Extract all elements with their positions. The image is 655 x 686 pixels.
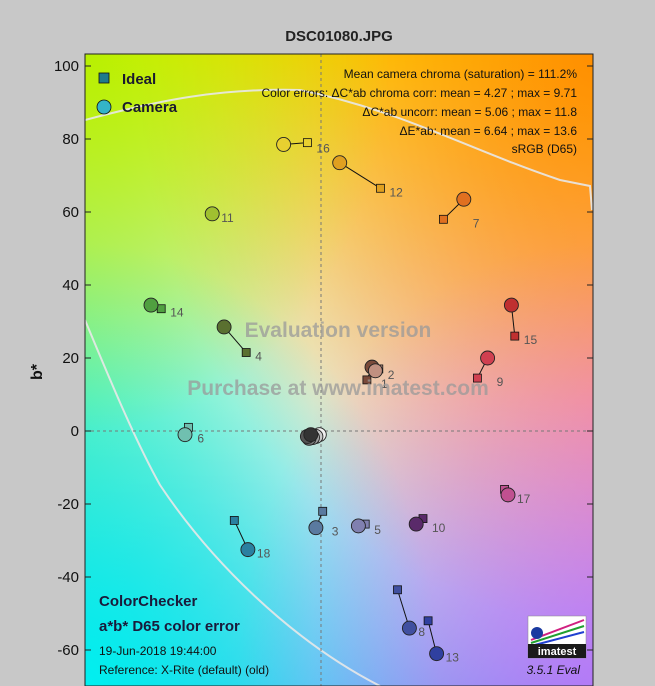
ideal-marker-16: [302, 138, 312, 148]
camera-marker-14: [143, 297, 159, 313]
camera-marker-6: [177, 427, 193, 443]
ideal-marker-13: [423, 616, 433, 626]
camera-marker-n6: [303, 427, 319, 443]
ideal-marker-4: [241, 348, 251, 357]
chart-title: DSC01080.JPG: [285, 28, 393, 45]
watermark-line-1: Evaluation version: [245, 319, 432, 342]
y-tick-label: 40: [62, 277, 79, 294]
patch-label-18: 18: [257, 547, 271, 561]
camera-marker-4: [216, 319, 232, 335]
patch-label-2: 2: [388, 368, 395, 382]
footer-reference: Reference: X-Rite (default) (old): [99, 663, 269, 677]
error-annotations: Mean camera chroma (saturation) = 111.2%…: [262, 67, 578, 156]
watermark-line-2: Purchase at www.imatest.com: [187, 377, 489, 400]
y-tick-label: 80: [62, 131, 79, 148]
imatest-logo: imatest: [527, 615, 587, 659]
camera-marker-15: [503, 297, 519, 313]
zero-gridlines: [85, 54, 593, 686]
y-tick-label: 60: [62, 204, 79, 221]
patch-label-4: 4: [255, 350, 262, 364]
camera-marker-10: [408, 516, 424, 532]
camera-marker-12: [332, 155, 348, 171]
patch-label-1: 1: [381, 377, 388, 391]
ideal-marker-18: [229, 516, 239, 525]
patch-label-15: 15: [524, 333, 538, 347]
ideal-marker-15: [510, 331, 520, 341]
camera-marker-11: [204, 206, 220, 222]
y-axis: 100 80 60 40 20 0 -20 -40 -60: [54, 58, 593, 659]
patch-label-6: 6: [197, 432, 204, 446]
annotation-delta-e: ΔE*ab: mean = 6.64 ; max = 13.6: [400, 124, 578, 138]
patch-label-14: 14: [170, 306, 184, 320]
camera-marker-16: [276, 137, 292, 152]
camera-marker-5: [350, 518, 366, 534]
annotation-uncorr: ΔC*ab uncorr: mean = 5.06 ; max = 11.8: [362, 105, 577, 119]
annotation-chroma: Mean camera chroma (saturation) = 111.2%: [344, 67, 578, 81]
legend-camera-label: Camera: [122, 99, 178, 116]
patch-label-10: 10: [432, 521, 446, 535]
footer-version: 3.5.1 Eval: [527, 663, 581, 677]
y-tick-label: -60: [57, 642, 79, 659]
y-tick-label: 100: [54, 58, 79, 75]
camera-marker-2: [367, 363, 383, 379]
footer-date: 19-Jun-2018 19:44:00: [99, 644, 217, 658]
footer-subtitle: a*b* D65 color error: [99, 618, 240, 635]
logo-text: imatest: [538, 646, 577, 658]
patch-label-3: 3: [332, 525, 339, 539]
patch-label-8: 8: [418, 625, 425, 639]
patch-label-11: 11: [221, 211, 234, 225]
patch-label-5: 5: [374, 523, 381, 537]
legend: Ideal Camera: [96, 71, 178, 116]
plot-frame: [84, 53, 594, 686]
y-tick-label: -20: [57, 496, 79, 513]
ideal-marker-1: [362, 375, 372, 385]
patch-label-9: 9: [497, 375, 504, 389]
camera-marker-7: [456, 191, 472, 207]
legend-camera-marker: [96, 99, 112, 115]
camera-marker-13: [429, 646, 445, 662]
ideal-marker-7: [438, 214, 448, 224]
patch-label-17: 17: [517, 492, 531, 506]
annotation-colorspace: sRGB (D65): [512, 142, 577, 156]
ideal-marker-9: [472, 373, 482, 383]
ideal-marker-3: [318, 506, 328, 516]
ideal-marker-12: [376, 183, 385, 193]
legend-ideal-label: Ideal: [122, 71, 156, 88]
srgb-gamut-boundary: [85, 88, 593, 686]
y-tick-label: 0: [71, 423, 79, 440]
footer-name: ColorChecker: [99, 593, 198, 610]
chart-footer: ColorChecker a*b* D65 color error 19-Jun…: [99, 593, 580, 677]
camera-marker-17: [500, 487, 516, 503]
annotation-chroma-corr: Color errors: ΔC*ab chroma corr: mean = …: [262, 86, 578, 100]
legend-ideal-marker: [98, 72, 110, 84]
patch-label-16: 16: [316, 141, 330, 155]
watermark: Evaluation version Purchase at www.imate…: [187, 319, 489, 400]
y-axis-label: b*: [29, 363, 46, 380]
y-tick-label: -40: [57, 569, 79, 586]
ideal-marker-8: [393, 585, 402, 595]
camera-marker-3: [308, 520, 324, 536]
camera-marker-18: [240, 542, 256, 558]
camera-marker-9: [480, 350, 496, 366]
error-line-12: [339, 162, 381, 189]
y-tick-label: 20: [62, 350, 79, 367]
patch-label-12: 12: [390, 185, 404, 199]
patch-label-13: 13: [446, 651, 460, 665]
patch-label-7: 7: [473, 216, 480, 230]
camera-marker-8: [401, 620, 417, 636]
